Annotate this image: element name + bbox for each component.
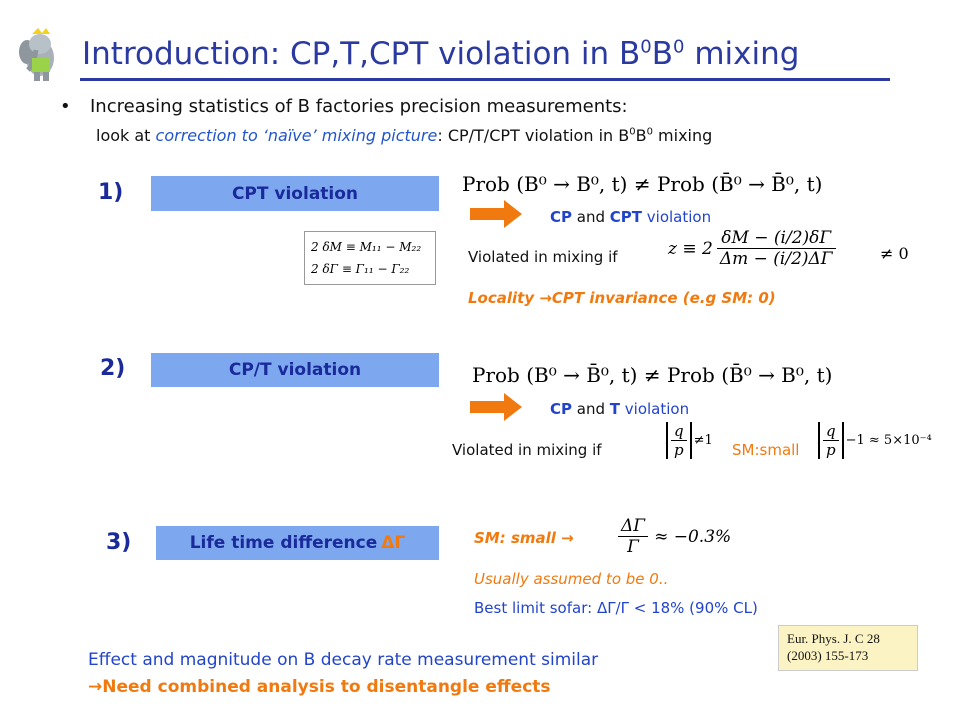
bullet-subline: look at correction to ‘naïve’ mixing pic… — [96, 126, 713, 145]
cp-mixing-condition: Violated in mixing if — [452, 441, 602, 459]
cpt-violation-box: CPT violation — [151, 176, 439, 211]
bullet-text: Increasing statistics of B factories pre… — [90, 96, 628, 117]
reference-box: Eur. Phys. J. C 28 (2003) 155-173 — [778, 625, 918, 671]
section-3-number: 3) — [106, 530, 132, 555]
not-zero: ≠ 0 — [880, 244, 909, 263]
bullet-intro: • Increasing statistics of B factories pr… — [60, 96, 628, 117]
orange-arrow-icon — [470, 200, 522, 228]
cp-prob-equation: Prob (B⁰ → B̄⁰, t) ≠ Prob (B̄⁰ → B⁰, t) — [472, 363, 833, 387]
section-1-number: 1) — [98, 180, 124, 205]
delta-definitions: 2 δM ≡ M₁₁ − M₂₂ 2 δΓ ≡ Γ₁₁ − Γ₂₂ — [304, 231, 436, 285]
page-title: Introduction: CP,T,CPT violation in B0B0… — [82, 36, 800, 72]
footer-line-2: →Need combined analysis to disentangle e… — [88, 677, 551, 697]
section-2-number: 2) — [100, 356, 126, 381]
sm-small-label: SM:small — [732, 441, 800, 459]
locality-note: Locality →CPT invariance (e.g SM: 0) — [468, 289, 776, 307]
z-equation: z ≡ 2 δM − (i/2)δΓ Δm − (i/2)ΔΓ — [668, 228, 836, 269]
cpt-t-violation-box: CP/T violation — [151, 353, 439, 387]
lifetime-difference-box: Life time difference ΔΓ — [156, 526, 439, 560]
cpt-violation-label: CP and CPT violation — [550, 208, 712, 226]
cp-t-violation-label: CP and T violation — [550, 400, 690, 418]
footer-line-1: Effect and magnitude on B decay rate mea… — [88, 650, 599, 670]
dgamma-ratio: ΔΓ Γ ≈ −0.3% — [618, 516, 731, 557]
orange-arrow-icon — [470, 393, 522, 421]
cpt-mixing-condition: Violated in mixing if — [468, 248, 618, 266]
best-limit: Best limit sofar: ΔΓ/Γ < 18% (90% CL) — [474, 599, 758, 617]
babar-elephant-icon — [19, 28, 54, 81]
sm-small-note: SM: small → — [474, 529, 574, 547]
cpt-prob-equation: Prob (B⁰ → B⁰, t) ≠ Prob (B̄⁰ → B̄⁰, t) — [462, 172, 823, 196]
usually-assumed: Usually assumed to be 0.. — [474, 570, 669, 588]
title-underline — [80, 78, 890, 81]
